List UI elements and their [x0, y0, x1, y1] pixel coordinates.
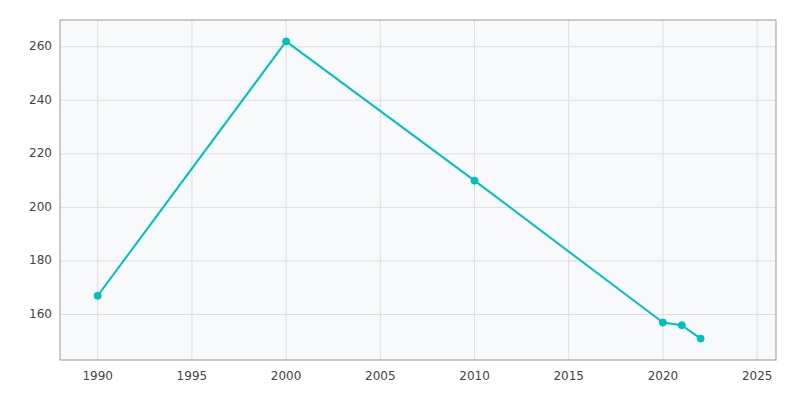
y-tick-label: 260 — [29, 39, 52, 53]
chart-container: 160 180 200 220 240 260 1990 1995 2000 2005 2010 20… — [0, 0, 800, 400]
x-grid-line — [286, 20, 287, 360]
x-tick-label: 1990 — [82, 369, 113, 383]
y-tick-label: 160 — [29, 307, 52, 321]
x-grid-line — [662, 20, 663, 360]
x-grid-line — [757, 20, 758, 360]
chart-svg: 160 180 200 220 240 260 1990 1995 2000 2005 2010 20… — [0, 0, 800, 400]
x-tick-label: 1995 — [177, 369, 208, 383]
point — [697, 335, 704, 342]
y-grid-line — [60, 153, 776, 154]
plot-background — [60, 20, 776, 360]
axes: 160 180 200 220 240 260 1990 1995 2000 2005 2010 20… — [29, 39, 772, 383]
y-tick-label: 220 — [29, 146, 52, 160]
y-tick-label: 180 — [29, 253, 52, 267]
point — [659, 319, 666, 326]
x-tick-label: 2000 — [271, 369, 302, 383]
x-grid-line — [568, 20, 569, 360]
point — [283, 38, 290, 45]
x-tick-label: 2010 — [459, 369, 490, 383]
grid — [60, 20, 776, 360]
x-grid-line — [474, 20, 475, 360]
point — [471, 177, 478, 184]
x-tick-label: 2015 — [553, 369, 584, 383]
x-tick-label: 2020 — [648, 369, 679, 383]
plot-frame — [60, 20, 776, 360]
y-tick-label: 200 — [29, 200, 52, 214]
line — [98, 41, 701, 338]
x-grid-line — [380, 20, 381, 360]
x-grid-line — [97, 20, 98, 360]
point — [94, 292, 101, 299]
point — [678, 322, 685, 329]
y-grid-line — [60, 260, 776, 261]
x-tick-label: 2005 — [365, 369, 396, 383]
x-tick-label: 2025 — [742, 369, 773, 383]
y-grid-line — [60, 100, 776, 101]
data-layer — [94, 38, 704, 342]
x-grid-line — [191, 20, 192, 360]
y-grid-line — [60, 46, 776, 47]
y-grid-line — [60, 314, 776, 315]
y-grid-line — [60, 207, 776, 208]
y-tick-label: 240 — [29, 93, 52, 107]
